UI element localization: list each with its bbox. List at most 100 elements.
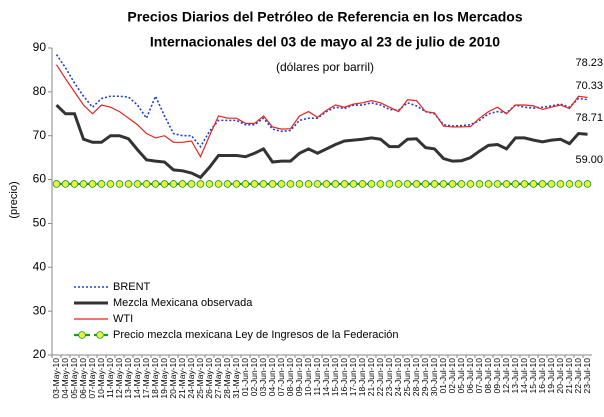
x-tick-label: 21-Jul-10 bbox=[564, 358, 574, 394]
x-tick-label: 30-Jun-10 bbox=[429, 358, 439, 397]
x-tick-label: 11-May-10 bbox=[105, 358, 115, 398]
x-tick-label: 13-May-10 bbox=[123, 358, 133, 399]
series-line bbox=[55, 103, 588, 180]
series-marker bbox=[394, 180, 403, 188]
series-marker bbox=[583, 180, 592, 188]
series-line bbox=[55, 64, 588, 159]
x-tick-label: 16-Jun-10 bbox=[339, 358, 349, 397]
x-tick-label: 25-May-10 bbox=[195, 358, 205, 399]
value-label: 70.33 bbox=[575, 80, 603, 92]
y-tick-label: 30 bbox=[33, 303, 47, 317]
series-marker bbox=[547, 180, 556, 188]
series-marker bbox=[52, 180, 61, 188]
value-label: 59.00 bbox=[575, 154, 603, 166]
series-marker bbox=[385, 180, 394, 188]
series-marker bbox=[439, 180, 448, 188]
series-marker bbox=[448, 180, 457, 188]
x-tick-label: 24-May-10 bbox=[186, 358, 196, 399]
x-tick-label: 08-Jul-10 bbox=[483, 358, 493, 394]
x-tick-label: 26-May-10 bbox=[204, 358, 214, 399]
series-marker bbox=[295, 180, 304, 188]
series-marker bbox=[475, 180, 484, 188]
x-tick-label: 09-Jun-10 bbox=[294, 358, 304, 397]
x-tick-label: 18-Jun-10 bbox=[357, 358, 367, 397]
x-tick-label: 22-Jul-10 bbox=[573, 358, 583, 394]
legend-label: Precio mezcla mexicana Ley de Ingresos d… bbox=[113, 329, 399, 341]
x-tick-label: 07-May-10 bbox=[87, 358, 97, 399]
x-tick-label: 17-Jun-10 bbox=[348, 358, 358, 397]
series-marker bbox=[160, 180, 169, 188]
y-axis-label: (precio) bbox=[8, 181, 20, 218]
x-tick-label: 27-May-10 bbox=[213, 358, 223, 399]
series-marker bbox=[331, 180, 340, 188]
series-marker bbox=[205, 180, 214, 188]
series-marker bbox=[529, 180, 538, 188]
series-line bbox=[55, 54, 588, 149]
y-tick-label: 70 bbox=[33, 128, 47, 142]
x-tick-label: 18-May-10 bbox=[150, 358, 160, 399]
x-tick-label: 15-Jun-10 bbox=[330, 358, 340, 397]
series-marker bbox=[286, 180, 295, 188]
series-marker bbox=[97, 180, 106, 188]
x-tick-label: 28-Jun-10 bbox=[411, 358, 421, 397]
x-tick-label: 21-May-10 bbox=[177, 358, 187, 399]
y-tick-label: 40 bbox=[33, 259, 47, 273]
x-tick-label: 15-Jul-10 bbox=[528, 358, 538, 394]
series-marker bbox=[79, 180, 88, 188]
series-marker bbox=[430, 180, 439, 188]
legend-label: Mezcla Mexicana observada bbox=[113, 297, 253, 309]
series-marker bbox=[178, 180, 187, 188]
series-marker bbox=[61, 180, 70, 188]
series-marker bbox=[556, 180, 565, 188]
x-tick-label: 03-May-10 bbox=[51, 358, 61, 399]
x-tick-label: 25-Jun-10 bbox=[402, 358, 412, 397]
series-marker bbox=[565, 180, 574, 188]
series-marker bbox=[250, 180, 259, 188]
series-marker bbox=[214, 180, 223, 188]
x-tick-label: 21-Jun-10 bbox=[366, 358, 376, 397]
x-tick-label: 07-Jun-10 bbox=[276, 358, 286, 397]
x-tick-label: 01-Jul-10 bbox=[438, 358, 448, 394]
x-tick-label: 05-Jul-10 bbox=[456, 358, 466, 394]
x-tick-label: 23-Jul-10 bbox=[582, 358, 592, 394]
legend-label: WTI bbox=[113, 313, 133, 325]
y-tick-label: 50 bbox=[33, 216, 47, 230]
x-tick-label: 23-Jun-10 bbox=[384, 358, 394, 397]
x-tick-label: 17-May-10 bbox=[141, 358, 151, 399]
series-marker bbox=[493, 180, 502, 188]
x-tick-label: 20-May-10 bbox=[168, 358, 178, 399]
x-tick-label: 14-Jul-10 bbox=[519, 358, 529, 394]
series-marker bbox=[196, 180, 205, 188]
x-tick-label: 16-Jul-10 bbox=[537, 358, 547, 394]
series-marker bbox=[223, 180, 232, 188]
legend-marker bbox=[78, 331, 86, 339]
x-tick-label: 24-Jun-10 bbox=[393, 358, 403, 397]
x-tick-label: 08-Jun-10 bbox=[285, 358, 295, 397]
x-tick-label: 07-Jul-10 bbox=[474, 358, 484, 394]
series-marker bbox=[502, 180, 511, 188]
y-tick-label: 80 bbox=[33, 84, 47, 98]
x-tick-label: 22-Jun-10 bbox=[375, 358, 385, 397]
series-marker bbox=[538, 180, 547, 188]
y-tick-label: 20 bbox=[33, 347, 47, 361]
series-marker bbox=[115, 180, 124, 188]
x-tick-label: 28-May-10 bbox=[222, 358, 232, 399]
series-marker bbox=[133, 180, 142, 188]
x-tick-label: 04-May-10 bbox=[60, 358, 70, 399]
series-marker bbox=[70, 180, 79, 188]
series-marker bbox=[187, 180, 196, 188]
x-tick-label: 19-Jul-10 bbox=[546, 358, 556, 394]
x-tick-label: 19-May-10 bbox=[159, 358, 169, 399]
series-marker bbox=[241, 180, 250, 188]
y-tick-label: 90 bbox=[33, 40, 47, 54]
series-marker bbox=[520, 180, 529, 188]
series-marker bbox=[304, 180, 313, 188]
series-marker bbox=[340, 180, 349, 188]
x-tick-label: 11-Jun-10 bbox=[312, 358, 322, 396]
x-tick-label: 13-Jul-10 bbox=[510, 358, 520, 394]
legend-label: BRENT bbox=[113, 281, 151, 293]
series-marker bbox=[124, 180, 133, 188]
x-tick-label: 20-Jul-10 bbox=[555, 358, 565, 394]
series-marker bbox=[259, 180, 268, 188]
